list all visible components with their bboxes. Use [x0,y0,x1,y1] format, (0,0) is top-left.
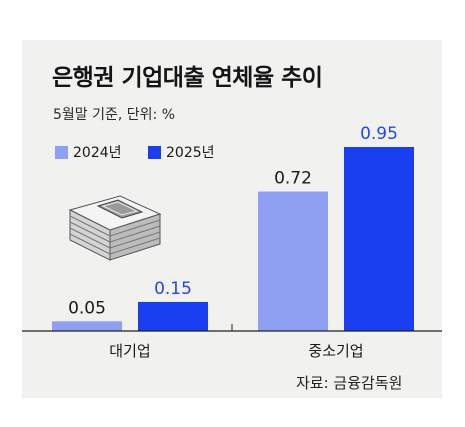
legend-label-2024: 2024년 [73,145,122,161]
legend-label-2025: 2025년 [166,145,215,161]
legend-swatch-2025 [148,145,161,159]
value-label-중소기업-2024년: 0.72 [274,169,312,189]
source-note: 자료: 금융감독원 [296,374,403,392]
chart-subtitle: 5월말 기준, 단위: % [53,107,176,123]
bar-대기업-2024년 [52,321,122,331]
legend-item-2025: 2025년 [148,142,215,162]
value-label-중소기업-2025년: 0.95 [360,124,398,144]
value-label-대기업-2025년: 0.15 [154,279,192,299]
bar-대기업-2025년 [138,301,208,331]
bar-중소기업-2025년 [344,147,414,331]
banknote-stack-icon [68,195,162,261]
value-label-대기업-2024년: 0.05 [68,298,106,318]
legend-swatch-2024 [55,145,68,159]
category-label-대기업: 대기업 [109,342,150,360]
legend-item-2024: 2024년 [55,142,122,162]
bar-중소기업-2024년 [258,191,328,331]
category-label-중소기업: 중소기업 [308,342,363,360]
chart-title: 은행권 기업대출 연체율 추이 [52,65,323,91]
